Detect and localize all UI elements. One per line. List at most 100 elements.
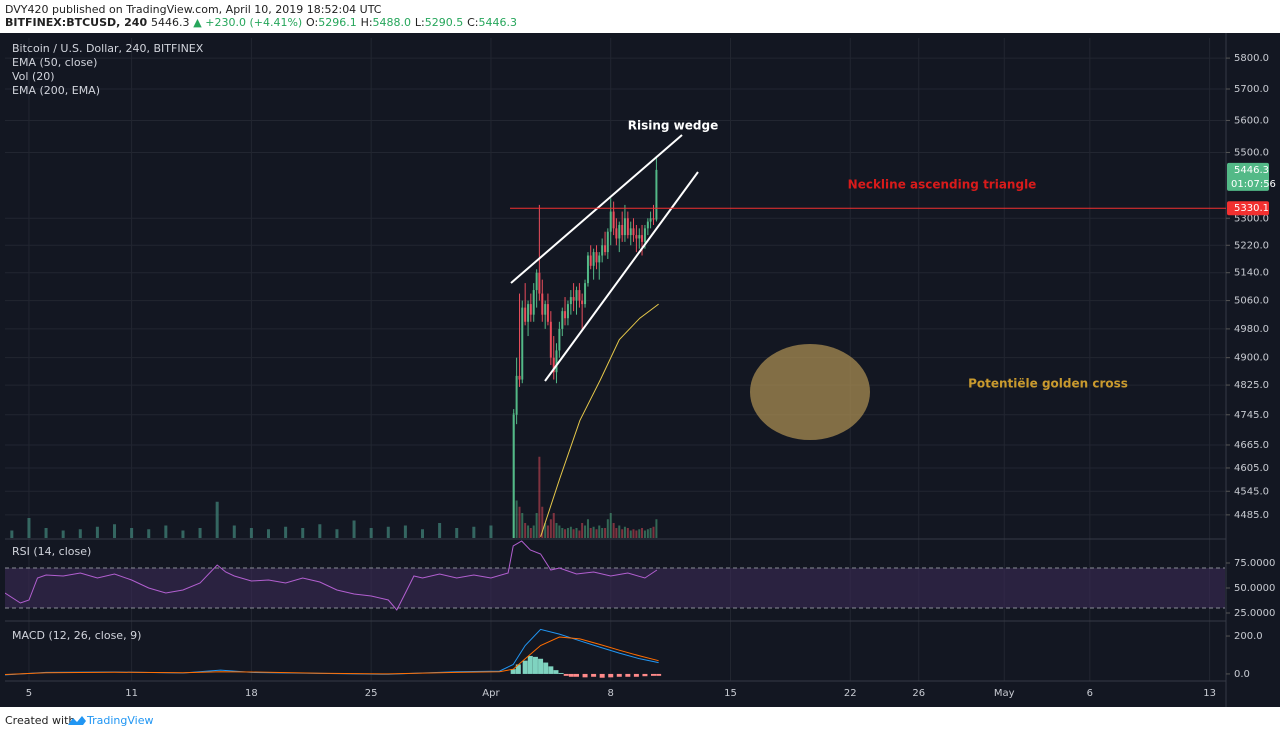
volume-bar bbox=[532, 525, 535, 538]
x-tick-label: May bbox=[994, 688, 1015, 699]
drawings bbox=[510, 134, 870, 440]
price-tag-label: 5330.1 bbox=[1234, 203, 1269, 214]
volume-bar bbox=[626, 528, 629, 538]
volume-bar bbox=[549, 519, 552, 538]
candle-body bbox=[515, 375, 518, 415]
volume-bar bbox=[403, 525, 407, 538]
macd-histogram-bar bbox=[543, 662, 549, 674]
candle-body bbox=[635, 235, 638, 239]
candle-body bbox=[621, 224, 624, 236]
candle-body bbox=[604, 245, 607, 253]
volume-bar bbox=[369, 528, 373, 538]
volume-bar bbox=[198, 528, 202, 538]
macd-histogram-bar bbox=[616, 673, 622, 677]
volume-bar bbox=[518, 506, 521, 538]
x-tick-label: 13 bbox=[1203, 688, 1216, 699]
candle-body bbox=[575, 290, 578, 301]
volume-bar bbox=[386, 526, 390, 538]
tradingview-logo bbox=[68, 716, 86, 725]
price-tag bbox=[1227, 201, 1269, 216]
pane-title: MACD (12, 26, close, 9) bbox=[12, 629, 141, 642]
countdown-label: 01:07:56 bbox=[1231, 179, 1276, 190]
candle-body bbox=[629, 228, 632, 236]
candle-body bbox=[569, 297, 572, 305]
volume-bar bbox=[649, 528, 652, 538]
annotation: Potentiële golden cross bbox=[968, 377, 1128, 391]
y-tick-label: 4825.0 bbox=[1234, 380, 1269, 391]
candle-body bbox=[632, 228, 635, 236]
macd-histogram-bar bbox=[548, 666, 554, 674]
macd-histogram-bar bbox=[538, 658, 544, 674]
candle-body bbox=[552, 357, 555, 373]
author[interactable]: DVY420 bbox=[5, 3, 49, 16]
volume-bar bbox=[335, 529, 339, 538]
y-tick-label: 4980.0 bbox=[1234, 324, 1269, 335]
volume-bar bbox=[267, 529, 271, 538]
wedge-lower[interactable] bbox=[544, 171, 699, 382]
candle-body bbox=[566, 304, 569, 319]
candle-body bbox=[612, 211, 615, 229]
candle-body bbox=[655, 169, 658, 220]
legend-entry: EMA (200, EMA) bbox=[12, 84, 100, 97]
golden-cross-ellipse[interactable] bbox=[750, 344, 870, 440]
volume-bar bbox=[130, 528, 134, 538]
ohlc-label: L: bbox=[415, 16, 425, 29]
x-tick-label: 25 bbox=[365, 688, 378, 699]
ohlc-value: 5290.5 bbox=[425, 16, 464, 29]
volume-bar bbox=[10, 530, 14, 538]
candle-body bbox=[578, 290, 581, 301]
y-tick-label: 50.0000 bbox=[1234, 583, 1275, 594]
legend-entry: Vol (20) bbox=[12, 70, 55, 83]
price-tag-label: 5446.3 bbox=[1234, 165, 1269, 176]
x-tick-label: 5 bbox=[26, 688, 32, 699]
y-tick-label: 5060.0 bbox=[1234, 296, 1269, 307]
macd-histogram-bar bbox=[656, 673, 662, 676]
x-tick-label: 18 bbox=[245, 688, 258, 699]
candle-body bbox=[615, 228, 618, 239]
candle-body bbox=[606, 231, 609, 253]
legend-entry: EMA (50, close) bbox=[12, 56, 97, 69]
volume-bar bbox=[284, 526, 288, 538]
overlay: 5800.05700.05600.05500.05300.05220.05140… bbox=[12, 42, 1276, 699]
volume-bar bbox=[575, 528, 578, 538]
macd-histogram-bar bbox=[582, 673, 588, 678]
volume-bar bbox=[181, 530, 185, 538]
rsi-pane bbox=[5, 540, 1225, 611]
macd-pane bbox=[5, 628, 662, 678]
grid bbox=[5, 38, 1226, 681]
candle-body bbox=[584, 283, 587, 305]
y-tick-label: 75.0000 bbox=[1234, 558, 1275, 569]
volume-bar bbox=[589, 528, 592, 538]
volume-bar bbox=[472, 526, 476, 538]
candle-body bbox=[529, 304, 532, 315]
candle-body bbox=[643, 228, 646, 242]
x-tick-label: Apr bbox=[482, 688, 500, 699]
chart-title: Bitcoin / U.S. Dollar, 240, BITFINEX bbox=[12, 42, 204, 55]
volume-bar bbox=[609, 513, 612, 538]
volume-bar bbox=[524, 523, 527, 538]
volume-bar bbox=[586, 519, 589, 538]
price-pane bbox=[10, 156, 659, 538]
y-tick-label: 5500.0 bbox=[1234, 147, 1269, 158]
volume-bar bbox=[489, 525, 493, 538]
volume-bar bbox=[606, 519, 609, 538]
candle-body bbox=[638, 235, 641, 239]
footer-brand[interactable]: TradingView bbox=[86, 714, 153, 727]
price-tag bbox=[1227, 162, 1269, 191]
volume-bar bbox=[249, 528, 253, 538]
macd-histogram-bar bbox=[553, 670, 559, 674]
volume-bar bbox=[566, 528, 569, 538]
wedge-upper[interactable] bbox=[510, 134, 683, 284]
y-tick-label: 4485.0 bbox=[1234, 510, 1269, 521]
volume-bar bbox=[44, 528, 48, 538]
rsi-line bbox=[5, 540, 658, 611]
macd-histogram-bar bbox=[633, 673, 639, 677]
candle-body bbox=[626, 218, 629, 236]
volume-bar bbox=[604, 528, 607, 538]
macd-histogram-bar bbox=[574, 673, 580, 677]
publish-line: DVY420 published on TradingView.com, Apr… bbox=[5, 3, 382, 16]
volume-bar bbox=[621, 529, 624, 538]
last: 5446.3 bbox=[151, 16, 190, 29]
volume-bar bbox=[215, 501, 219, 538]
ohlc-label: C: bbox=[467, 16, 478, 29]
